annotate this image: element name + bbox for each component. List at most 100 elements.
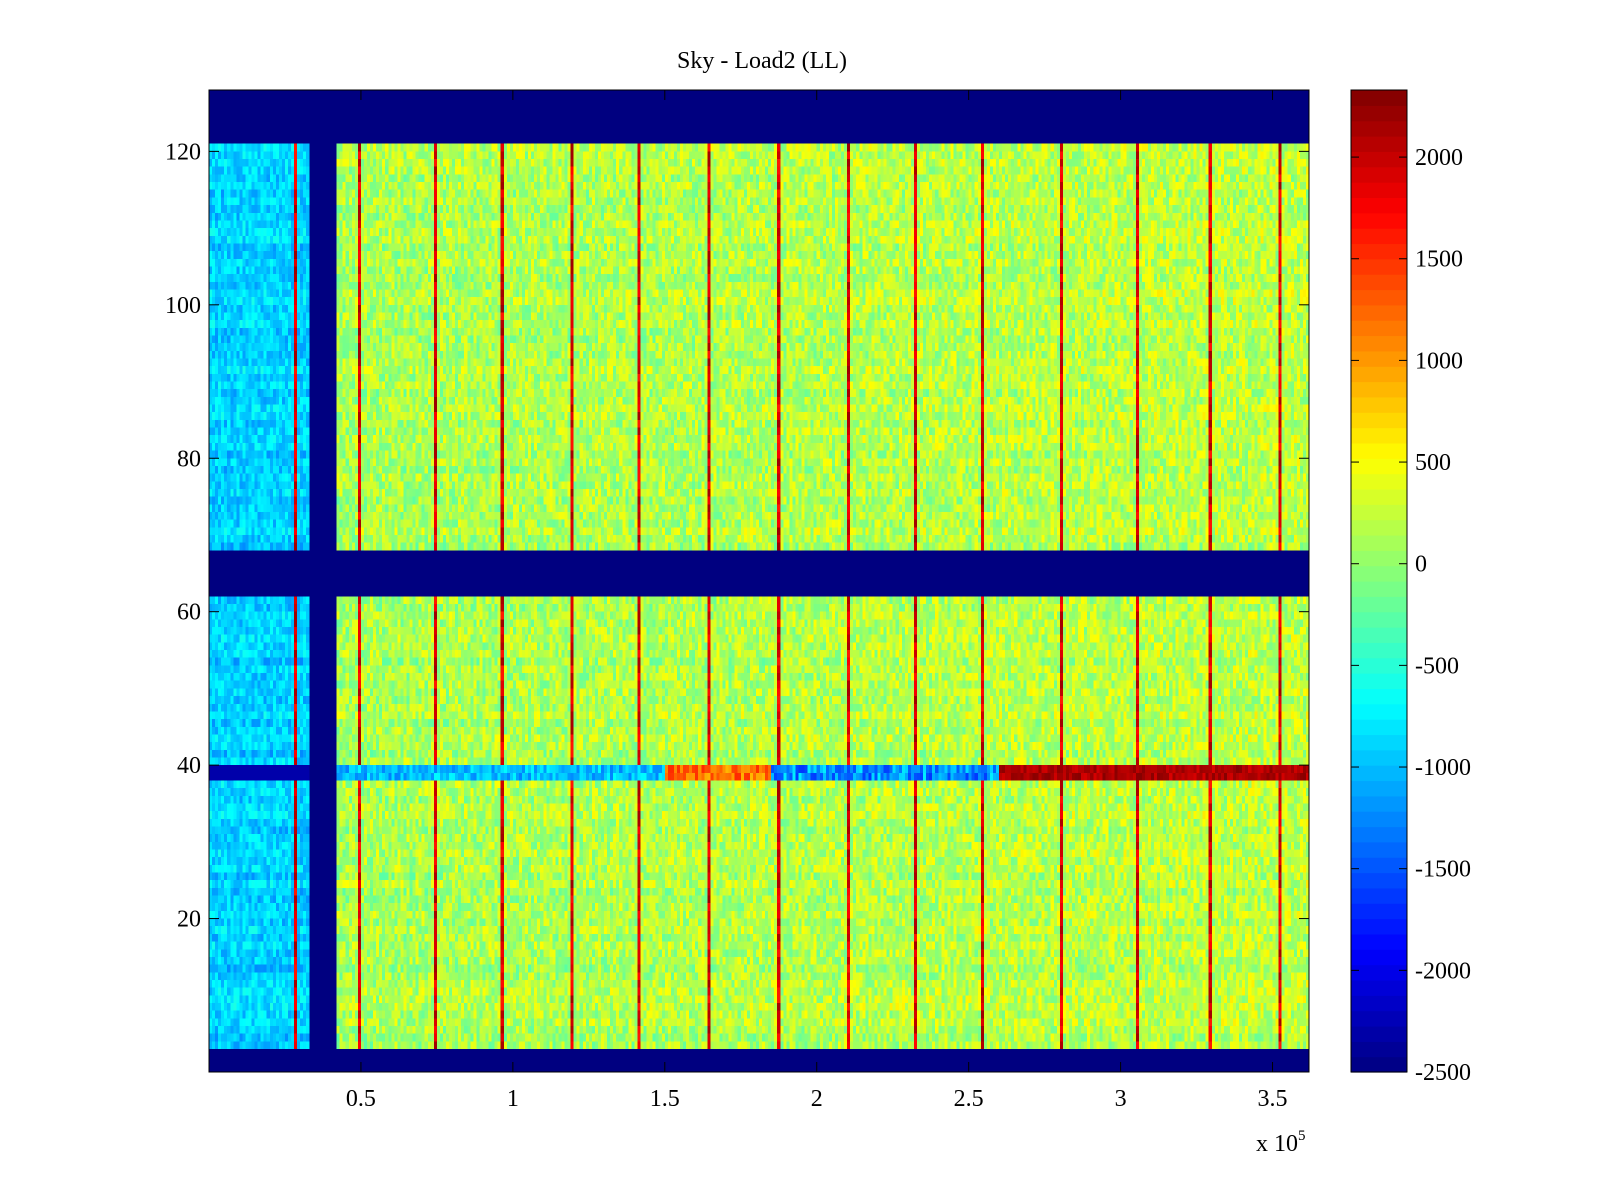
x-tick-label: 2	[811, 1086, 823, 1112]
colorbar-swatch	[1351, 703, 1407, 720]
colorbar-swatch	[1351, 151, 1407, 168]
colorbar-swatch	[1351, 918, 1407, 935]
colorbar-swatch	[1351, 857, 1407, 874]
colorbar-swatch	[1351, 274, 1407, 291]
colorbar-swatch	[1351, 381, 1407, 398]
colorbar-swatch	[1351, 826, 1407, 843]
colorbar-swatch	[1351, 136, 1407, 152]
colorbar-swatch	[1351, 673, 1407, 690]
x-tick-label: 2.5	[954, 1086, 984, 1112]
colorbar-swatch	[1351, 534, 1407, 551]
colorbar-swatch	[1351, 565, 1407, 582]
x-tick-label: 1.5	[650, 1086, 680, 1112]
colorbar-tick-label: -1000	[1415, 755, 1471, 781]
heatmap-image	[209, 90, 1309, 1072]
colorbar-swatch	[1351, 442, 1407, 459]
y-tick-label: 60	[177, 600, 201, 626]
colorbar-swatch	[1351, 350, 1407, 367]
heatmap	[209, 90, 1309, 1072]
colorbar-tick-label: 1500	[1415, 247, 1463, 273]
colorbar-swatch	[1351, 550, 1407, 567]
colorbar-tick-label: -2500	[1415, 1060, 1471, 1086]
colorbar-swatch	[1351, 811, 1407, 828]
colorbar-swatch	[1351, 642, 1407, 659]
colorbar-swatch	[1351, 887, 1407, 904]
colorbar-swatch	[1351, 964, 1407, 981]
colorbar-swatch	[1351, 1056, 1407, 1073]
colorbar-swatch	[1351, 1010, 1407, 1027]
colorbar-swatch	[1351, 120, 1407, 137]
y-tick-label: 80	[177, 446, 201, 472]
colorbar-swatch	[1351, 412, 1407, 429]
colorbar-swatch	[1351, 1025, 1407, 1042]
colorbar-swatch	[1351, 335, 1407, 352]
y-tick-label: 40	[177, 753, 201, 779]
y-tick-label: 100	[165, 293, 201, 319]
colorbar-swatch	[1351, 611, 1407, 628]
colorbar-swatch	[1351, 627, 1407, 643]
plot-axes	[208, 89, 1310, 1073]
colorbar-swatch	[1351, 396, 1407, 413]
colorbar-swatch	[1351, 243, 1407, 260]
colorbar-swatch	[1351, 596, 1407, 613]
x-exponent-power: 5	[1298, 1128, 1306, 1144]
colorbar-swatch	[1351, 212, 1407, 229]
colorbar	[1350, 89, 1408, 1073]
colorbar-swatch	[1351, 488, 1407, 505]
colorbar-tick-label: -1500	[1415, 857, 1471, 883]
chart-title: Sky - Load2 (LL)	[677, 48, 847, 74]
colorbar-swatch	[1351, 258, 1407, 275]
x-exponent-base: x 10	[1256, 1131, 1298, 1157]
x-tick-label: 3.5	[1258, 1086, 1288, 1112]
colorbar-swatch	[1351, 1041, 1407, 1058]
colorbar-swatch	[1351, 780, 1407, 797]
colorbar-swatch	[1351, 519, 1407, 536]
colorbar-swatch	[1351, 657, 1407, 674]
colorbar-swatch	[1351, 995, 1407, 1012]
colorbar-tick-label: 1000	[1415, 348, 1463, 374]
colorbar-swatch	[1351, 304, 1407, 321]
colorbar-swatch	[1351, 458, 1407, 475]
y-tick-label: 120	[165, 139, 201, 165]
colorbar-swatch	[1351, 903, 1407, 920]
colorbar-frame	[1350, 89, 1408, 1073]
colorbar-swatch	[1351, 795, 1407, 812]
colorbar-tick-label: -500	[1415, 653, 1459, 679]
x-exponent-label: x 105	[1256, 1128, 1306, 1157]
colorbar-swatch	[1351, 427, 1407, 444]
colorbar-swatch	[1351, 979, 1407, 996]
colorbar-tick-label: 2000	[1415, 145, 1463, 171]
y-axis: 20 40 60 80 100 120	[165, 139, 1309, 933]
colorbar-tick-label: 500	[1415, 450, 1451, 476]
colorbar-tick-label: 0	[1415, 552, 1427, 578]
colorbar-swatch	[1351, 197, 1407, 214]
colorbar-swatch	[1351, 320, 1407, 337]
colorbar-swatch	[1351, 504, 1407, 521]
colorbar-swatch	[1351, 872, 1407, 889]
x-tick-label: 3	[1115, 1086, 1127, 1112]
y-tick-label: 20	[177, 907, 201, 933]
colorbar-swatch	[1351, 765, 1407, 782]
colorbar-tick-label: -2000	[1415, 958, 1471, 984]
colorbar-swatch	[1351, 166, 1407, 183]
x-axis: 0.5 1 1.5 2 2.5 3 3.5	[346, 90, 1288, 1112]
colorbar-swatch	[1351, 473, 1407, 490]
colorbar-axis: -2500 -2000 -1500 -1000 -500 0 500 1000 1500 2000	[1351, 145, 1471, 1086]
colorbar-swatch	[1351, 289, 1407, 306]
colorbar-swatch	[1351, 688, 1407, 705]
colorbar-swatch	[1351, 734, 1407, 751]
plot-frame	[208, 89, 1310, 1073]
colorbar-swatch	[1351, 719, 1407, 736]
colorbar-swatch	[1351, 581, 1407, 597]
x-tick-label: 0.5	[346, 1086, 376, 1112]
x-tick-label: 1	[507, 1086, 519, 1112]
colorbar-swatch	[1351, 749, 1407, 766]
colorbar-swatch	[1351, 90, 1407, 106]
colorbar-swatch	[1351, 228, 1407, 245]
colorbar-swatch	[1351, 105, 1407, 122]
colorbar-swatch	[1351, 366, 1407, 383]
colorbar-swatch	[1351, 949, 1407, 966]
colorbar-swatch	[1351, 841, 1407, 858]
colorbar-swatch	[1351, 933, 1407, 950]
